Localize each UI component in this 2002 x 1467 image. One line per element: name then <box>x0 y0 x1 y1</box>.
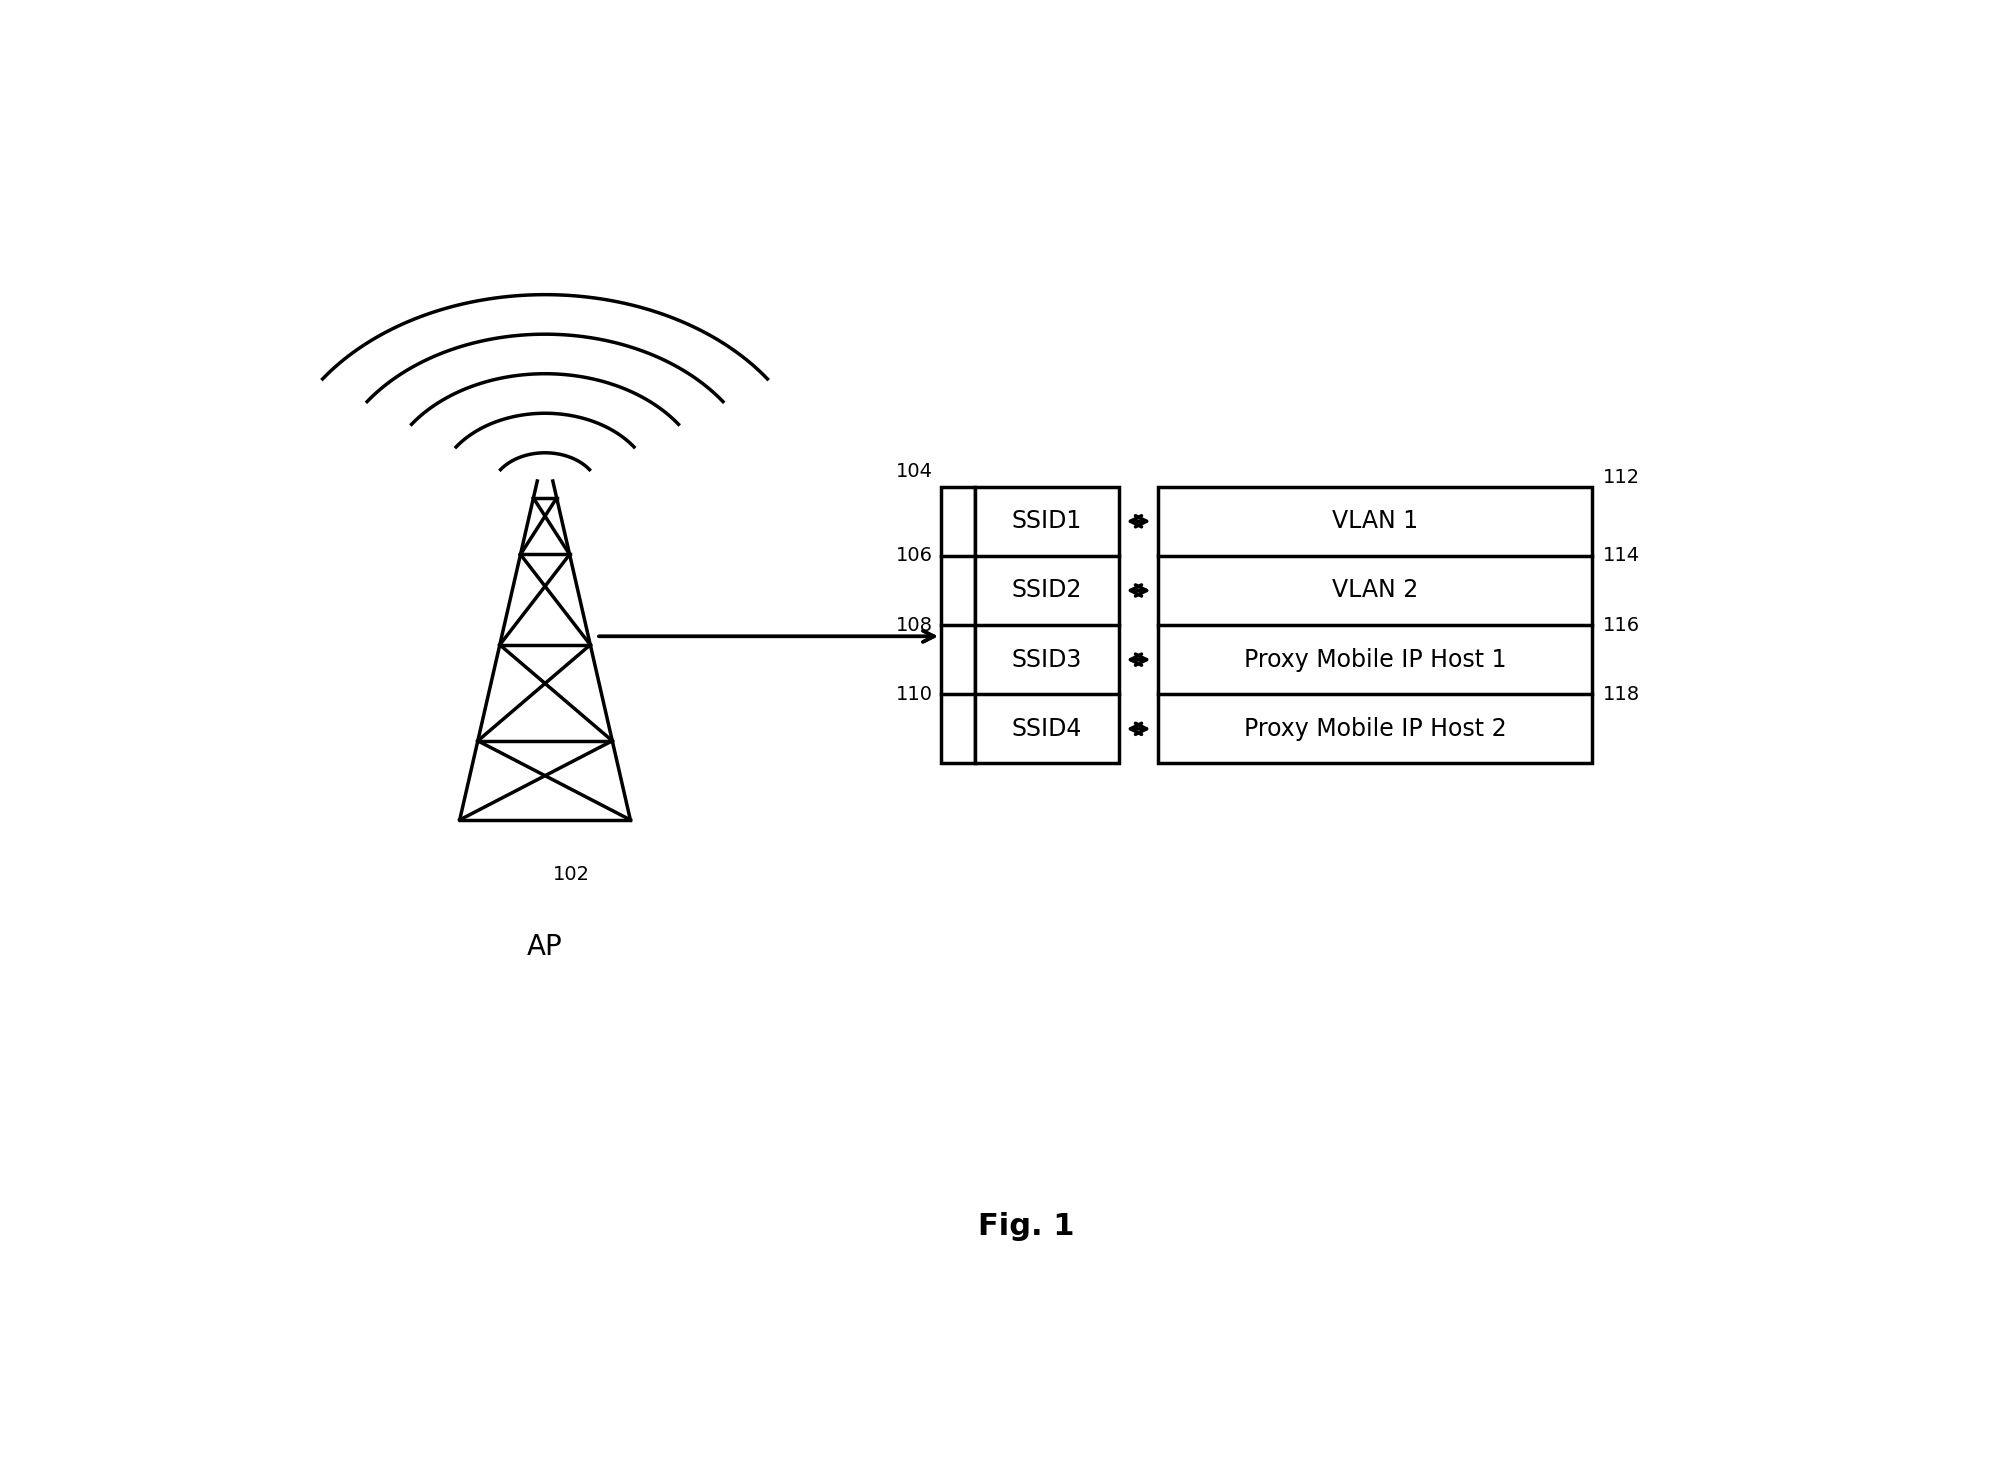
Text: SSID3: SSID3 <box>1011 647 1083 672</box>
Text: SSID4: SSID4 <box>1011 717 1083 741</box>
Text: Proxy Mobile IP Host 1: Proxy Mobile IP Host 1 <box>1243 647 1506 672</box>
Text: AP: AP <box>527 933 563 961</box>
Text: VLAN 2: VLAN 2 <box>1331 578 1417 603</box>
Text: VLAN 1: VLAN 1 <box>1331 509 1417 534</box>
Text: SSID2: SSID2 <box>1011 578 1083 603</box>
Bar <box>941 487 975 763</box>
Text: 114: 114 <box>1604 546 1640 565</box>
Bar <box>975 487 1119 763</box>
Text: 116: 116 <box>1604 616 1640 635</box>
Text: 112: 112 <box>1604 468 1640 487</box>
Text: 110: 110 <box>897 685 933 704</box>
Text: SSID1: SSID1 <box>1011 509 1083 534</box>
Text: Fig. 1: Fig. 1 <box>977 1212 1075 1241</box>
Text: 104: 104 <box>897 462 933 481</box>
Bar <box>1157 487 1592 763</box>
Text: 108: 108 <box>897 616 933 635</box>
Text: 106: 106 <box>897 546 933 565</box>
Text: 102: 102 <box>553 866 591 885</box>
Text: 118: 118 <box>1604 685 1640 704</box>
Text: Proxy Mobile IP Host 2: Proxy Mobile IP Host 2 <box>1243 717 1506 741</box>
